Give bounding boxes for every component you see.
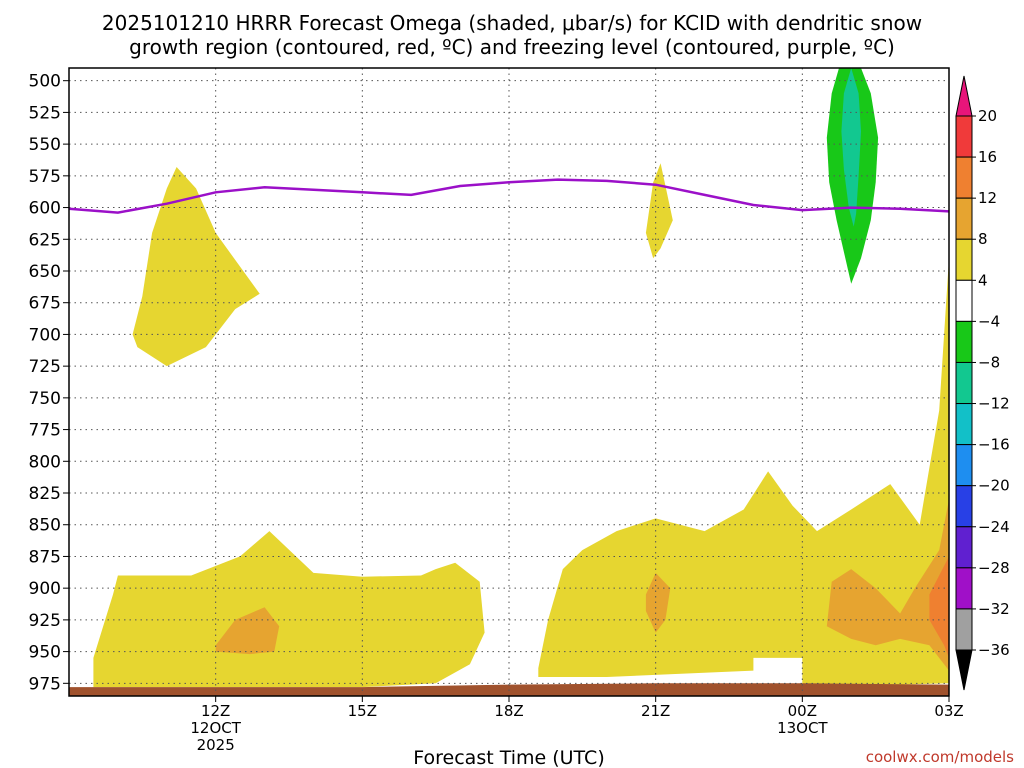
colorbar-bin-4	[955, 238, 973, 281]
y-tick-label-600: 600	[29, 199, 61, 219]
y-tick-label-650: 650	[29, 262, 61, 282]
y-tick-label-950: 950	[29, 643, 61, 663]
x-tick-label-15Z-1: 15Z	[348, 702, 377, 720]
colorbar-label--32: −32	[978, 600, 1010, 618]
colorbar-label-16: 16	[978, 148, 997, 166]
colorbar-bin-3	[955, 197, 973, 240]
y-tick-label-500: 500	[29, 72, 61, 92]
colorbar-label--4: −4	[978, 312, 1000, 330]
freezing-level-line	[68, 178, 950, 214]
x-axis-title: Forecast Time (UTC)	[413, 747, 604, 768]
y-tick-label-825: 825	[29, 484, 61, 504]
upward-motion-4-8-spike-21z	[645, 163, 673, 259]
upward-motion-4-8-midlevel	[132, 167, 260, 367]
colorbar-top-arrow	[955, 75, 973, 117]
colorbar-bin-2	[955, 156, 973, 199]
upward-motion-8-12-left	[215, 607, 280, 655]
x-tick-label-12Z-3: 2025	[197, 736, 235, 754]
colorbar-label--16: −16	[978, 436, 1010, 454]
y-tick-label-750: 750	[29, 389, 61, 409]
x-tick-label-12Z-2: 12OCT	[190, 719, 241, 737]
colorbar-bin-11	[955, 526, 973, 569]
y-tick-label-975: 975	[29, 674, 61, 694]
plot-area	[68, 67, 950, 697]
y-tick-label-775: 775	[29, 421, 61, 441]
y-tick-label-700: 700	[29, 325, 61, 345]
colorbar-bin-6	[955, 320, 973, 363]
colorbar-bin-10	[955, 485, 973, 528]
colorbar-bin-7	[955, 361, 973, 405]
y-tick-label-725: 725	[29, 357, 61, 377]
x-tick-label-12Z-1: 12Z	[201, 702, 230, 720]
colorbar-label--20: −20	[978, 477, 1010, 495]
colorbar-label--36: −36	[978, 641, 1010, 659]
y-tick-label-925: 925	[29, 611, 61, 631]
chart-title-line-2: growth region (contoured, red, ºC) and f…	[129, 35, 895, 59]
colorbar-label--28: −28	[978, 559, 1010, 577]
colorbar: 20 16 12 8 4 −4 −8 −12 −16 −20 −24 −28 −32 −36	[955, 75, 1010, 691]
upward-motion-12-16-right	[929, 518, 949, 671]
freezing-level-layer	[68, 178, 950, 214]
colorbar-bin-13	[955, 608, 973, 651]
x-tick-label-00Z-2: 13OCT	[777, 719, 828, 737]
y-tick-label-800: 800	[29, 452, 61, 472]
colorbar-bin-1	[955, 115, 973, 158]
credit-text[interactable]: coolwx.com/models	[866, 748, 1014, 766]
y-tick-label-525: 525	[29, 103, 61, 123]
colorbar-label--8: −8	[978, 353, 1000, 371]
y-tick-label-850: 850	[29, 516, 61, 536]
y-tick-label-675: 675	[29, 294, 61, 314]
y-tick-label-575: 575	[29, 167, 61, 187]
omega-shaded-regions	[93, 68, 949, 688]
x-tick-label-18Z-1: 18Z	[494, 702, 523, 720]
upward-motion-8-12-right	[826, 448, 949, 677]
colorbar-label-4: 4	[978, 271, 988, 289]
colorbar-label-20: 20	[978, 107, 997, 125]
colorbar-label--12: −12	[978, 395, 1010, 413]
colorbar-bin-9	[955, 444, 973, 487]
colorbar-label-8: 8	[978, 230, 988, 248]
y-tick-label-875: 875	[29, 547, 61, 567]
downward-motion-8-12-column	[841, 68, 861, 227]
colorbar-label-12: 12	[978, 189, 997, 207]
y-tick-label-550: 550	[29, 135, 61, 155]
y-tick-label-900: 900	[29, 579, 61, 599]
colorbar-bin-5	[955, 279, 973, 322]
colorbar-bottom-arrow	[955, 649, 973, 691]
upward-motion-4-8-lowlevel-early	[93, 531, 485, 688]
y-tick-label-625: 625	[29, 230, 61, 250]
x-tick-label-03Z-1: 03Z	[934, 702, 963, 720]
chart-title-line-1: 2025101210 HRRR Forecast Omega (shaded, …	[102, 11, 922, 35]
x-tick-label-21Z-1: 21Z	[641, 702, 670, 720]
y-axis: 500 525 550 575 600 625 650 675 700 725 750 775 800 8…	[29, 72, 69, 694]
x-tick-label-00Z-1: 00Z	[788, 702, 817, 720]
colorbar-bin-12	[955, 567, 973, 610]
colorbar-bin-8	[955, 403, 973, 446]
colorbar-label--24: −24	[978, 518, 1010, 536]
